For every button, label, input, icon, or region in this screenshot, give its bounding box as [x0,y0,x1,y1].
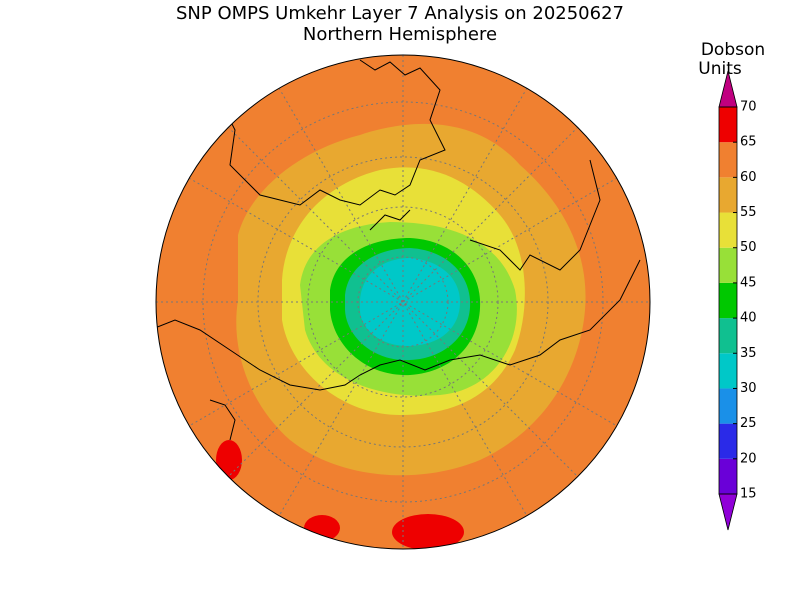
colorbar-band [719,177,737,213]
colorbar-tick-label: 70 [740,100,757,115]
title: SNP OMPS Umkehr Layer 7 Analysis on 2025… [176,3,624,24]
colorbar-band [719,282,737,319]
colorbar: 15 20 25 30 35 40 45 50 55 60 65 70 [718,70,757,531]
colorbar-tick-label: 65 [740,135,757,150]
contour-fill [216,440,242,480]
colorbar-tick-label: 50 [740,240,757,255]
colorbar-tick-label: 35 [740,346,757,361]
coastlines [156,59,641,441]
colorbar-tick-label: 45 [740,275,757,290]
colorbar-band [719,353,737,389]
colorbar-frame [718,106,738,495]
colorbar-band [719,212,737,248]
colorbar-tick-label: 40 [740,311,757,326]
map-border [155,54,651,550]
colorbar-label: Dobson [701,40,765,60]
subtitle: Northern Hemisphere [303,24,497,45]
contour-fill [360,258,460,347]
colorbar-band [719,142,737,178]
colorbar-band [719,423,737,459]
colorbar-tick-label: 20 [740,451,757,466]
colorbar-under [718,493,738,531]
colorbar-band [719,388,737,424]
map [156,55,650,549]
colorbar-band [719,107,737,143]
colorbar-label: Units [698,59,742,79]
colorbar-tick-label: 25 [740,416,757,431]
colorbar-tick-label: 55 [740,205,757,220]
colorbar-tick-label: 60 [740,170,757,185]
colorbar-tick-label: 15 [740,487,757,502]
colorbar-band [719,247,737,283]
colorbar-band [719,458,737,494]
contour-fill [392,514,464,549]
contour-fill [304,515,340,541]
colorbar-band [719,318,737,354]
graticule [156,55,650,549]
colorbar-tick-label: 30 [740,381,757,396]
